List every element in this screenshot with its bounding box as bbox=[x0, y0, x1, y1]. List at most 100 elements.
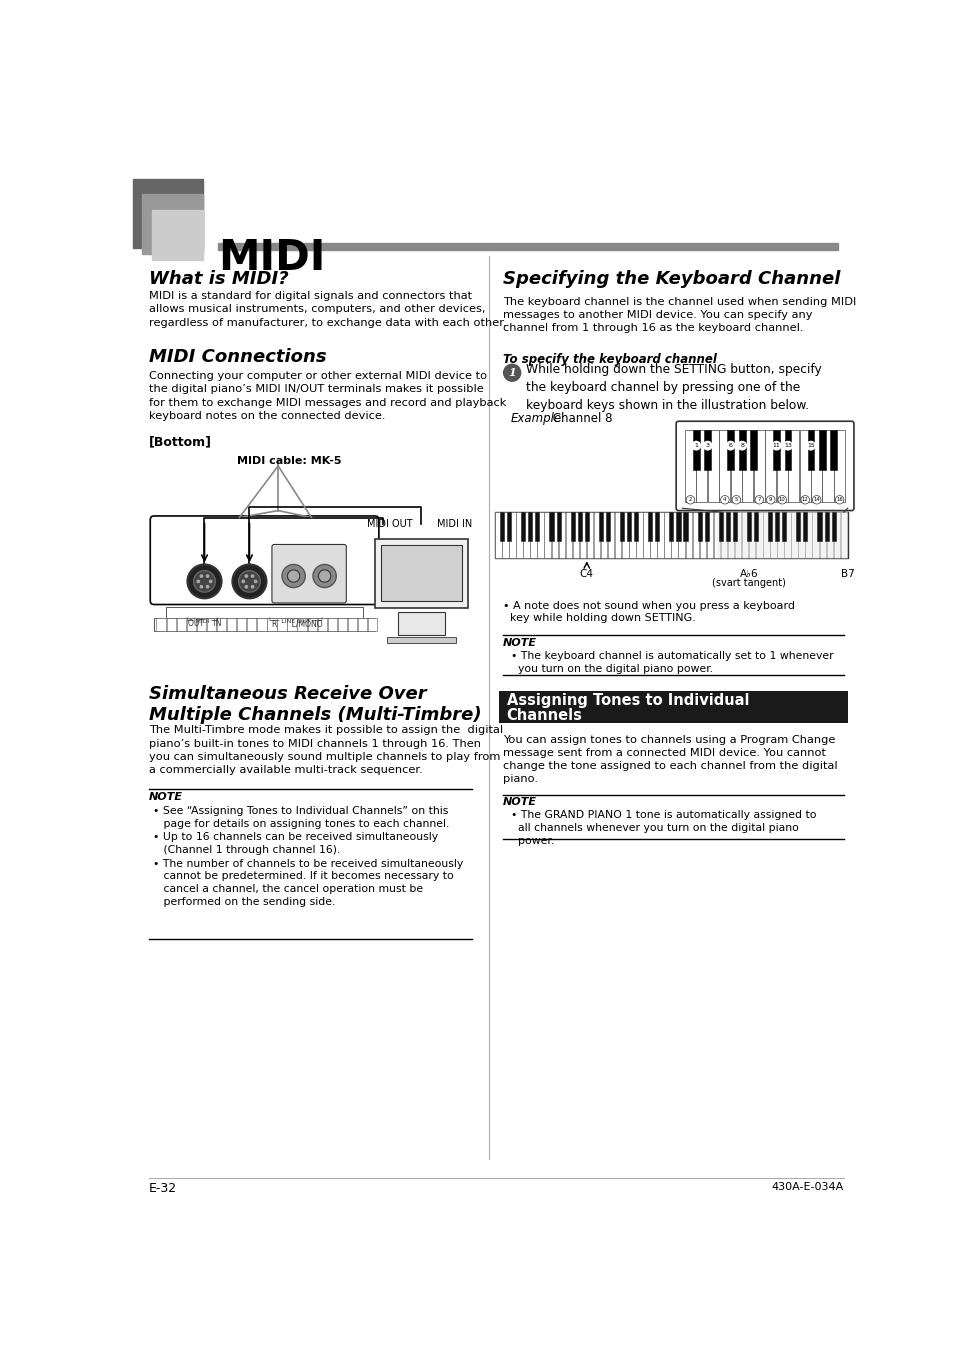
Bar bbox=[628, 512, 635, 558]
Circle shape bbox=[254, 580, 256, 582]
Bar bbox=[682, 512, 687, 541]
Text: MIDI is a standard for digital signals and connectors that
allows musical instru: MIDI is a standard for digital signals a… bbox=[149, 291, 506, 328]
Circle shape bbox=[200, 585, 202, 588]
Bar bbox=[558, 512, 564, 558]
Text: While holding down the SETTING button, specify
the keyboard channel by pressing : While holding down the SETTING button, s… bbox=[525, 364, 821, 411]
Text: NOTE: NOTE bbox=[149, 791, 183, 802]
Bar bbox=[769, 512, 776, 558]
Bar bbox=[819, 430, 825, 469]
Bar bbox=[337, 617, 347, 631]
Text: MIDI IN: MIDI IN bbox=[436, 519, 472, 528]
Bar bbox=[236, 617, 246, 631]
Text: 15: 15 bbox=[806, 443, 814, 448]
Bar bbox=[501, 512, 508, 558]
Bar bbox=[516, 512, 522, 558]
FancyBboxPatch shape bbox=[272, 545, 346, 603]
Circle shape bbox=[233, 565, 266, 599]
Text: 8: 8 bbox=[740, 443, 743, 448]
Circle shape bbox=[206, 585, 209, 588]
Bar bbox=[717, 512, 847, 558]
Text: Specifying the Keyboard Channel: Specifying the Keyboard Channel bbox=[502, 270, 840, 287]
Bar bbox=[142, 194, 203, 255]
Text: 9: 9 bbox=[768, 497, 772, 503]
Bar bbox=[840, 512, 846, 558]
Text: E-32: E-32 bbox=[149, 1182, 176, 1196]
Text: • A note does not sound when you press a keyboard
  key while holding down SETTI: • A note does not sound when you press a… bbox=[502, 601, 794, 624]
Bar bbox=[741, 430, 753, 501]
Text: 5: 5 bbox=[734, 497, 738, 503]
Text: 1: 1 bbox=[508, 367, 516, 379]
Bar bbox=[756, 512, 761, 558]
Circle shape bbox=[731, 496, 740, 504]
Bar bbox=[692, 512, 699, 558]
Bar bbox=[699, 512, 705, 558]
Bar bbox=[598, 512, 602, 541]
Bar bbox=[725, 512, 729, 541]
Bar bbox=[830, 430, 837, 469]
Bar bbox=[753, 430, 764, 501]
Bar bbox=[684, 430, 695, 501]
Bar bbox=[498, 690, 847, 723]
Circle shape bbox=[754, 496, 762, 504]
Text: Assigning Tones to Individual: Assigning Tones to Individual bbox=[506, 693, 748, 708]
Bar bbox=[796, 512, 800, 541]
Circle shape bbox=[685, 496, 694, 504]
Bar bbox=[817, 512, 821, 541]
Bar bbox=[727, 512, 734, 558]
Bar bbox=[257, 617, 266, 631]
Text: Channel 8: Channel 8 bbox=[549, 412, 612, 425]
Bar bbox=[787, 430, 799, 501]
Bar bbox=[642, 512, 649, 558]
Circle shape bbox=[193, 570, 215, 592]
Circle shape bbox=[206, 574, 209, 577]
Bar bbox=[833, 512, 840, 558]
Bar bbox=[368, 617, 377, 631]
Circle shape bbox=[187, 565, 221, 599]
Bar bbox=[746, 512, 750, 541]
Bar bbox=[650, 512, 656, 558]
Text: What is MIDI?: What is MIDI? bbox=[149, 270, 288, 287]
Bar bbox=[381, 545, 461, 601]
Text: NOTE: NOTE bbox=[502, 797, 537, 807]
Bar bbox=[772, 430, 780, 469]
Bar bbox=[713, 512, 720, 558]
Bar bbox=[187, 617, 195, 631]
Text: 13: 13 bbox=[783, 443, 791, 448]
Bar bbox=[556, 512, 560, 541]
Bar bbox=[520, 512, 525, 541]
Text: Example:: Example: bbox=[510, 412, 565, 425]
Bar bbox=[509, 512, 516, 558]
Bar bbox=[636, 512, 642, 558]
Bar bbox=[647, 512, 652, 541]
Bar bbox=[357, 617, 367, 631]
Text: └─ MIDI ─┘: └─ MIDI ─┘ bbox=[186, 619, 219, 624]
Bar bbox=[551, 512, 558, 558]
Circle shape bbox=[242, 580, 244, 582]
Bar bbox=[821, 430, 833, 501]
Bar bbox=[167, 617, 175, 631]
Bar bbox=[823, 512, 828, 541]
Circle shape bbox=[313, 565, 335, 588]
Text: MIDI Connections: MIDI Connections bbox=[149, 348, 326, 367]
Circle shape bbox=[245, 585, 247, 588]
Bar bbox=[579, 512, 585, 558]
Bar bbox=[767, 512, 771, 541]
Bar bbox=[156, 617, 166, 631]
Text: └── LINE OUT ──┘: └── LINE OUT ──┘ bbox=[268, 619, 324, 624]
Bar bbox=[833, 430, 844, 501]
Circle shape bbox=[282, 565, 305, 588]
Text: Simultaneous Receive Over
Multiple Channels (Multi-Timbre): Simultaneous Receive Over Multiple Chann… bbox=[149, 685, 481, 724]
Bar bbox=[537, 512, 543, 558]
Bar bbox=[678, 512, 684, 558]
Bar bbox=[196, 617, 206, 631]
Bar bbox=[831, 512, 835, 541]
Circle shape bbox=[720, 496, 728, 504]
Circle shape bbox=[801, 496, 809, 504]
Bar bbox=[267, 617, 276, 631]
Bar bbox=[634, 512, 638, 541]
Bar bbox=[397, 612, 444, 635]
Text: • The number of channels to be received simultaneously
   cannot be predetermine: • The number of channels to be received … bbox=[152, 859, 462, 907]
Bar bbox=[657, 512, 663, 558]
Bar bbox=[586, 512, 593, 558]
Bar bbox=[663, 512, 670, 558]
